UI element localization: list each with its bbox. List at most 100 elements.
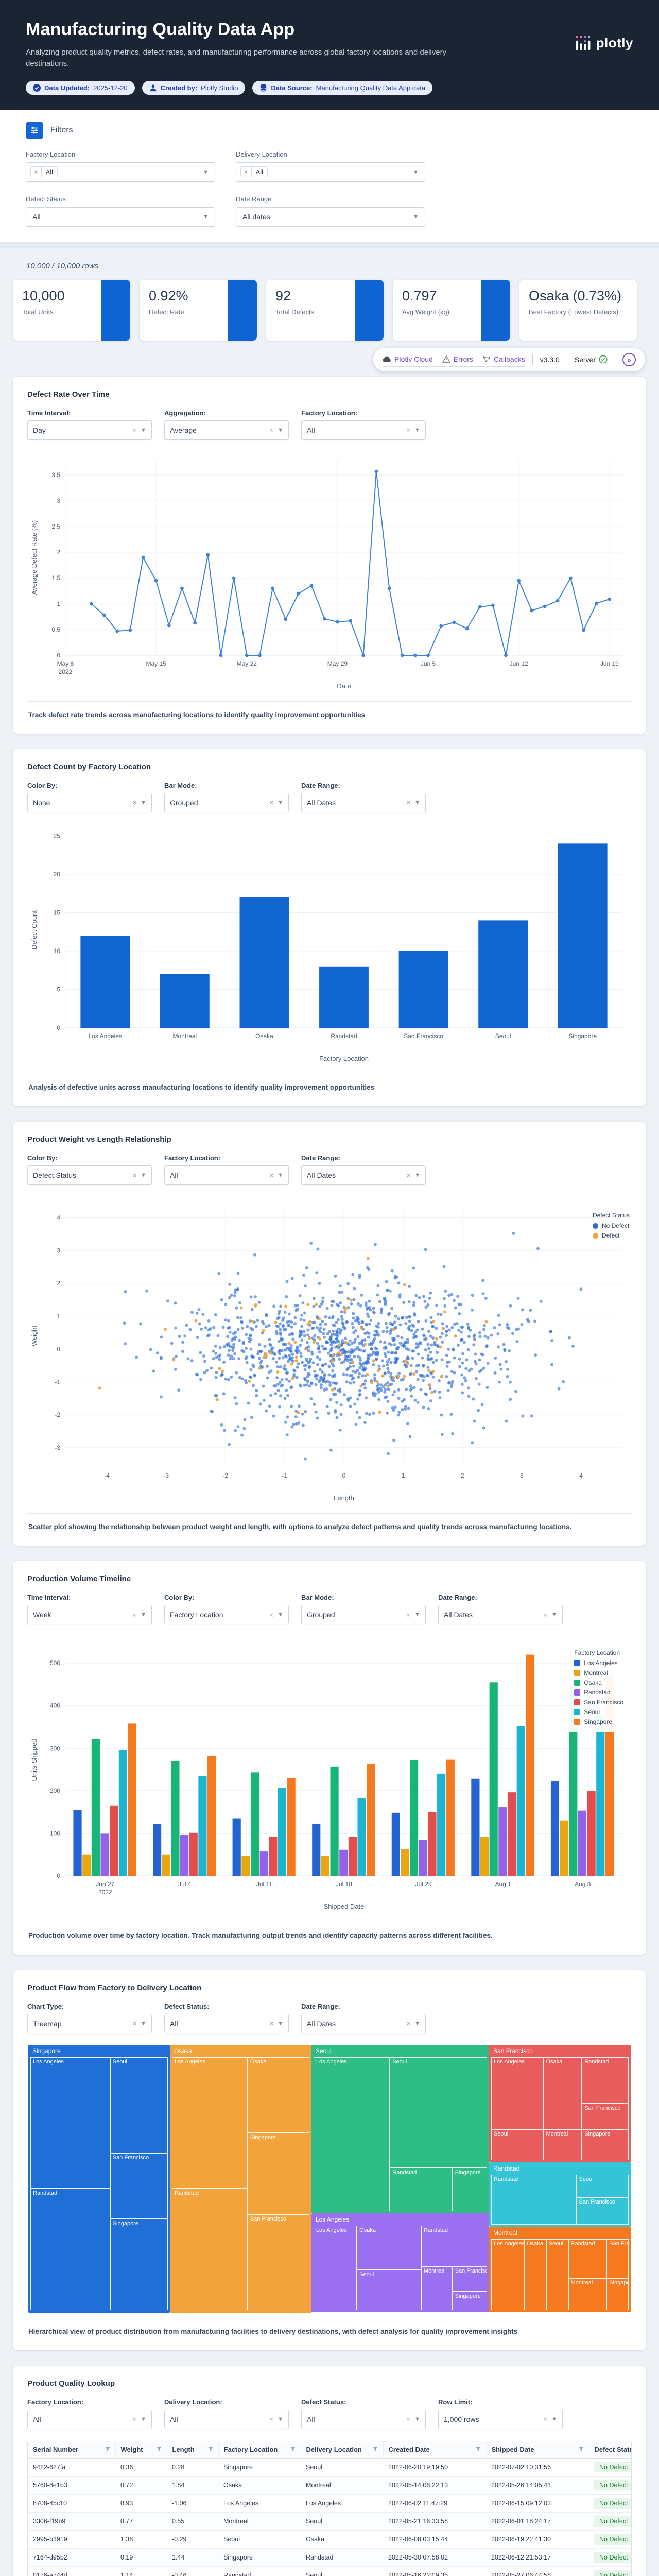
column-header-created-date[interactable]: Created Date [383,2441,487,2459]
legend-item[interactable]: Montreal [574,1669,623,1676]
legend-item[interactable]: Osaka [574,1679,623,1686]
treemap-root-los-angeles[interactable]: Los Angeles Los Angeles Osaka Seoul Randstad… [311,2213,490,2313]
control-dropdown[interactable]: None × ▼ [27,792,152,812]
control-dropdown[interactable]: Defect Status × ▼ [27,1165,152,1185]
clear-icon[interactable]: × [132,799,137,807]
legend-item[interactable]: No Defect [592,1222,630,1229]
treemap-cell[interactable]: Los Angeles [491,2057,544,2130]
treemap-cell[interactable]: Seoul [390,2057,488,2168]
treemap-cell[interactable]: Osaka [357,2226,421,2270]
treemap-cell[interactable]: Los Angeles [313,2226,357,2311]
treemap-root-san-francisco[interactable]: San Francisco Los Angeles Osaka Randstad San… [489,2044,631,2163]
clear-icon[interactable]: × [132,2020,137,2027]
treemap-cell[interactable]: Los Angeles [30,2057,110,2189]
treemap-cell[interactable]: Osaka [543,2057,582,2130]
treemap-root-randstad[interactable]: Randstad Randstad San Francisco Seoul [489,2162,631,2227]
treemap-cell[interactable]: San Francisco [110,2153,168,2219]
collapse-toolbar-button[interactable]: » [622,352,636,366]
legend-item[interactable]: Singapore [574,1718,623,1725]
treemap-cell[interactable]: Randstad [171,2189,248,2311]
control-dropdown[interactable]: All × ▼ [301,2409,426,2429]
treemap-cell[interactable]: Singapore [582,2129,629,2161]
clear-icon[interactable]: × [406,799,411,807]
control-dropdown[interactable]: Factory Location × ▼ [164,1605,289,1625]
clear-icon[interactable]: × [543,1611,548,1619]
control-dropdown[interactable]: All Dates × ▼ [301,1165,426,1185]
column-header-delivery-location[interactable]: Delivery Location [301,2441,384,2459]
weight-length-scatter-chart[interactable]: -3 -2 -1 0 1 2 3 4 Weight Length -4 -3 -2 -1 0 1 2 3 4 Def… [27,1196,632,1508]
clear-icon[interactable]: × [406,2415,411,2424]
treemap-cell[interactable]: San Francisco [606,2239,629,2279]
treemap-cell[interactable]: Randstad [491,2175,577,2225]
legend-item[interactable]: Defect [592,1232,630,1239]
treemap-cell[interactable]: Singapore [606,2278,629,2311]
legend-item[interactable]: San Francisco [574,1699,623,1706]
treemap-cell[interactable]: Singapore [452,2168,488,2212]
treemap-cell[interactable]: Seoul [110,2057,168,2154]
treemap-cell[interactable]: San Francisco [582,2103,629,2130]
table-row[interactable]: 8708-45c10 0.93 -1.06 Los Angeles Los Angele… [28,2494,631,2513]
control-dropdown[interactable]: Week × ▼ [27,1605,152,1625]
control-dropdown[interactable]: Day × ▼ [27,420,152,440]
treemap-root-singapore[interactable]: Singapore Los Angeles Seoul San Francisco Si… [28,2044,170,2313]
table-row[interactable]: 3306-f19b9 0.77 0.55 Montreal Seoul 2022-05-2… [28,2512,631,2531]
filter-funnel-icon[interactable] [105,2446,110,2453]
control-dropdown[interactable]: All Dates × ▼ [438,1605,563,1625]
control-dropdown[interactable]: 1,000 rows × ▼ [438,2409,563,2429]
treemap-cell[interactable]: Seoul [576,2175,629,2197]
treemap-cell[interactable]: Montreal [568,2278,607,2311]
treemap-cell[interactable]: Osaka [247,2057,309,2133]
selected-chip[interactable]: × All [240,166,268,177]
treemap-cell[interactable]: Montreal [543,2129,582,2161]
treemap-root-osaka[interactable]: Osaka Los Angeles Osaka Singapore San Franci… [169,2044,311,2313]
defect-rate-line-chart[interactable]: 0 0.5 1 1.5 2 2.5 3 3.5 Average Defect Rate (%) D… [27,451,632,696]
clear-icon[interactable]: × [406,1611,411,1619]
control-dropdown[interactable]: All × ▼ [164,2013,289,2033]
treemap-cell[interactable]: Los Angeles [171,2057,248,2189]
filter-funnel-icon[interactable] [372,2446,378,2453]
treemap-cell[interactable]: Randstad [30,2189,110,2311]
table-row[interactable]: 0176-a744d 1.14 -0.46 Randstad Seoul 2022-05-… [28,2566,631,2576]
errors-button[interactable]: Errors [442,355,473,363]
treemap-root-seoul[interactable]: Seoul Los Angeles Seoul Randstad Singapore [311,2044,490,2214]
production-volume-grouped-bar-chart[interactable]: 0 100 200 300 400 500 Units Shipped Shipped Dat… [27,1636,632,1917]
treemap-cell[interactable]: Seoul [491,2129,544,2161]
column-header-length[interactable]: Length [167,2441,219,2459]
column-header-shipped-date[interactable]: Shipped Date [486,2441,589,2459]
control-dropdown[interactable]: All × ▼ [164,1165,289,1185]
treemap-cell[interactable]: Singapore [110,2219,168,2311]
legend-item[interactable]: Los Angeles [574,1659,623,1667]
clear-icon[interactable]: × [132,426,137,434]
treemap-cell[interactable]: Randstad [390,2168,453,2212]
filter-dropdown[interactable]: All ▼ [26,207,215,227]
filter-funnel-icon[interactable] [290,2446,296,2453]
control-dropdown[interactable]: Treemap × ▼ [27,2013,152,2033]
control-dropdown[interactable]: All × ▼ [27,2409,152,2429]
table-row[interactable]: 2995-b3919 1.38 -0.29 Seoul Osaka 2022-06-08 … [28,2530,631,2549]
control-dropdown[interactable]: Grouped × ▼ [301,1605,426,1625]
table-row[interactable]: 5760-8e1b3 0.72 1.84 Osaka Montreal 2022-05-1… [28,2476,631,2495]
clear-icon[interactable]: × [406,1171,411,1179]
treemap-cell[interactable]: Randstad [568,2239,607,2279]
treemap-cell[interactable]: Randstad [582,2057,629,2104]
table-row[interactable]: 9422-627fa 0.36 0.28 Singapore Seoul 2022-06-… [28,2458,631,2477]
filter-dropdown[interactable]: × All ▼ [26,162,215,182]
clear-icon[interactable]: × [269,799,274,807]
treemap-cell[interactable]: Singapore [452,2292,488,2311]
treemap-root-montreal[interactable]: Montreal Los Angeles Osaka Seoul Randstad Mon… [489,2227,631,2313]
treemap-cell[interactable]: San Francisco [576,2197,629,2225]
clear-icon[interactable]: × [406,2020,411,2027]
clear-icon[interactable]: × [269,426,274,434]
legend-item[interactable]: Randstad [574,1689,623,1696]
column-header-serial-number[interactable]: Serial Number [28,2441,116,2459]
clear-icon[interactable]: × [269,2020,274,2027]
column-header-weight[interactable]: Weight [115,2441,167,2459]
control-dropdown[interactable]: All × ▼ [301,420,426,440]
filter-funnel-icon[interactable] [578,2446,584,2453]
control-dropdown[interactable]: Grouped × ▼ [164,792,289,812]
treemap-cell[interactable]: Seoul [546,2239,568,2311]
clear-icon[interactable]: × [132,1171,137,1179]
filter-funnel-icon[interactable] [156,2446,162,2453]
treemap-cell[interactable]: Los Angeles [491,2239,525,2311]
selected-chip[interactable]: × All [30,166,58,177]
